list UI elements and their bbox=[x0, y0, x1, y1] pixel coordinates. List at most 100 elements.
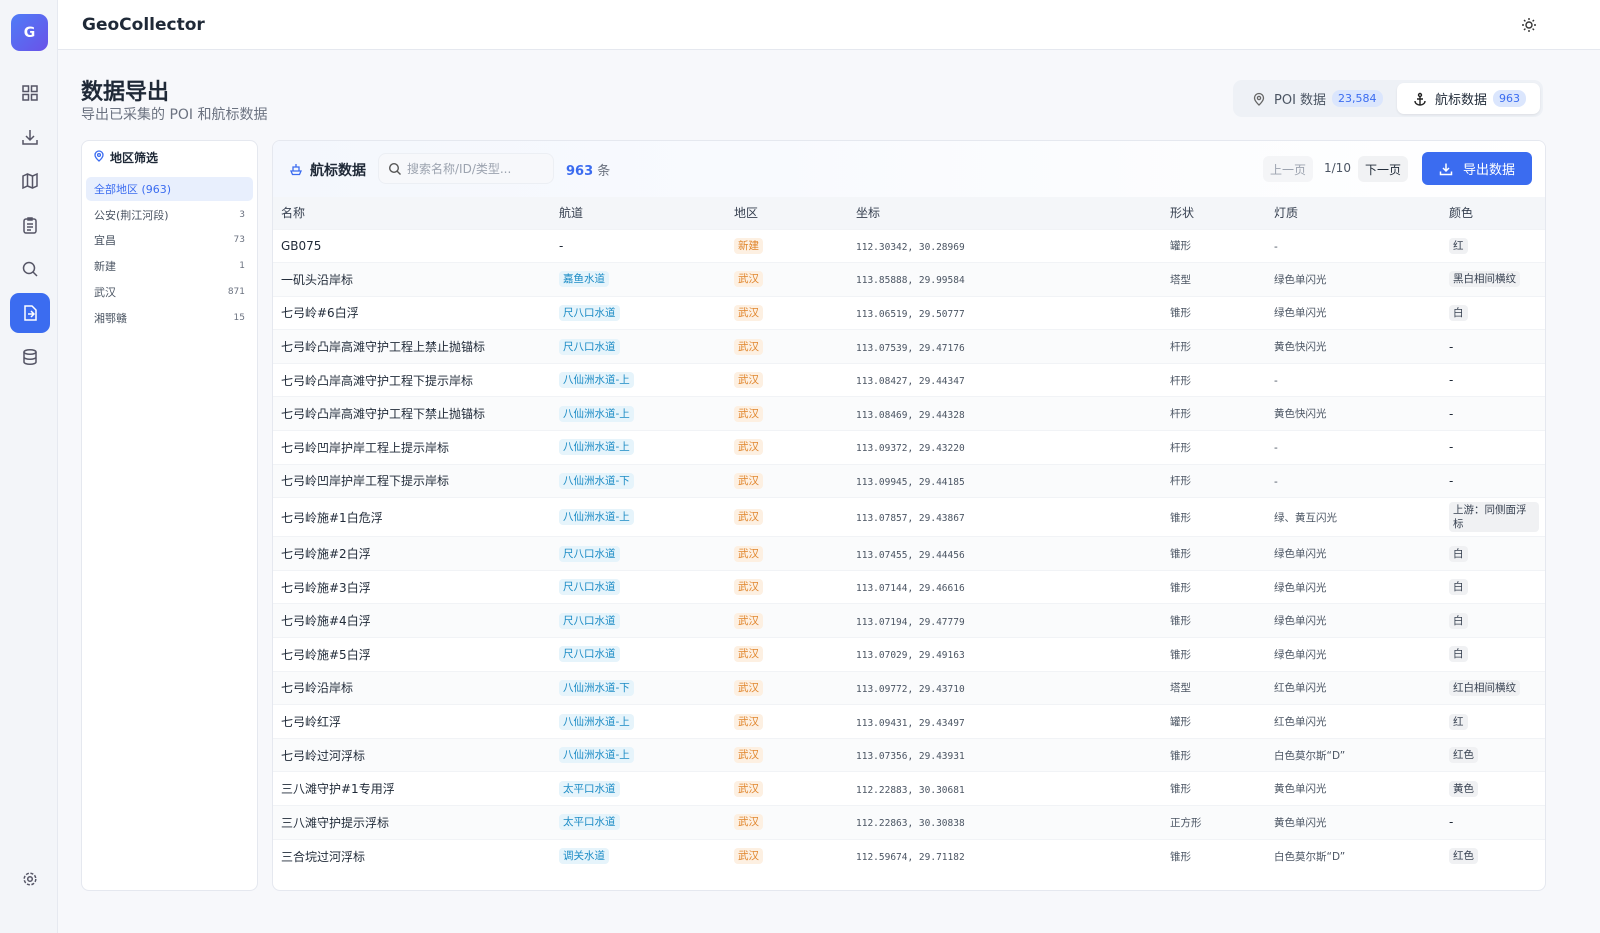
nav-settings[interactable] bbox=[10, 859, 50, 899]
shape: 锥形 bbox=[1170, 749, 1191, 762]
export-button[interactable]: 导出数据 bbox=[1422, 152, 1532, 185]
filter-item[interactable]: 全部地区 (963) bbox=[86, 177, 253, 201]
table-row[interactable]: 七弓岭过河浮标 八仙洲水道-上 武汉 113.07356, 29.43931 锥形 白色莫… bbox=[273, 737, 1545, 772]
filter-item[interactable]: 宜昌 73 bbox=[86, 228, 253, 252]
table-row[interactable]: 七弓岭施#3白浮 尺八口水道 武汉 113.07144, 29.46616 锥形 绿色单闪… bbox=[273, 569, 1545, 604]
light: 白色莫尔斯“D” bbox=[1274, 749, 1346, 762]
table-row[interactable]: 三八滩守护#1专用浮 太平口水道 武汉 112.22883, 30.30681 锥形 黄色… bbox=[273, 771, 1545, 806]
app-name: GeoCollector bbox=[82, 15, 205, 35]
table-cell: 七弓岭凸岸高滩守护工程上禁止抛锚标 bbox=[273, 329, 551, 364]
nav-database[interactable] bbox=[10, 337, 50, 377]
table-cell: 113.85888, 29.99584 bbox=[848, 262, 1162, 297]
table-cell: 尺八口水道 bbox=[551, 536, 726, 571]
table-row[interactable]: 一矶头沿岸标 嘉鱼水道 武汉 113.85888, 29.99584 塔型 绿色单闪光 黑白… bbox=[273, 262, 1545, 297]
nav-tasks[interactable] bbox=[10, 205, 50, 245]
table-row[interactable]: 七弓岭凸岸高滩守护工程下禁止抛锚标 八仙洲水道-上 武汉 113.08469, 29.… bbox=[273, 396, 1545, 431]
table-row[interactable]: 七弓岭凹岸护岸工程下提示岸标 八仙洲水道-下 武汉 113.09945, 29.441… bbox=[273, 463, 1545, 498]
filter-label: 湘鄂赣 bbox=[94, 311, 127, 325]
channel: 尺八口水道 bbox=[559, 545, 620, 562]
table-cell: 113.08427, 29.44347 bbox=[848, 362, 1162, 397]
table-cell: 武汉 bbox=[726, 329, 848, 364]
channel: 太平口水道 bbox=[559, 814, 620, 831]
coordinates: 113.09945, 29.44185 bbox=[856, 476, 965, 488]
table-row[interactable]: 七弓岭红浮 八仙洲水道-上 武汉 113.09431, 29.43497 罐形 红色单闪光… bbox=[273, 704, 1545, 739]
tab-beacon[interactable]: 航标数据 963 bbox=[1397, 83, 1540, 114]
table-cell: 八仙洲水道-上 bbox=[551, 497, 726, 537]
filter-item[interactable]: 湘鄂赣 15 bbox=[86, 306, 253, 330]
nav-import[interactable] bbox=[10, 117, 50, 157]
table-cell: 塔型 bbox=[1162, 262, 1266, 297]
filter-item[interactable]: 新建 1 bbox=[86, 254, 253, 278]
table-cell: 八仙洲水道-上 bbox=[551, 430, 726, 465]
table-row[interactable]: GB075 - 新建 112.30342, 30.28969 罐形 - 红 bbox=[273, 228, 1545, 263]
table-cell: 八仙洲水道-上 bbox=[551, 362, 726, 397]
filter-count: 3 bbox=[239, 209, 245, 220]
coordinates: 113.07356, 29.43931 bbox=[856, 751, 965, 763]
table-cell: 锥形 bbox=[1162, 295, 1266, 330]
icon bbox=[388, 162, 401, 175]
table-body: GB075- 新建 112.30342, 30.28969 罐形 - 红一矶头沿岸标 嘉鱼水… bbox=[273, 228, 1545, 873]
table-cell: 黄色单闪光 bbox=[1266, 771, 1441, 806]
name: 七弓岭凹岸护岸工程上提示岸标 bbox=[281, 440, 450, 455]
channel: 八仙洲水道-上 bbox=[559, 713, 634, 730]
filter-item[interactable]: 公安(荆江河段) 3 bbox=[86, 203, 253, 227]
region: 新建 bbox=[734, 237, 763, 254]
region: 武汉 bbox=[734, 338, 763, 355]
table-row[interactable]: 七弓岭沿岸标 八仙洲水道-下 武汉 113.09772, 29.43710 塔型 红色单闪… bbox=[273, 670, 1545, 705]
table-row[interactable]: 七弓岭凸岸高滩守护工程上禁止抛锚标 尺八口水道 武汉 113.07539, 29.47… bbox=[273, 329, 1545, 364]
theme-toggle[interactable] bbox=[1521, 17, 1537, 33]
table-cell: 白 bbox=[1441, 569, 1545, 604]
table-cell: 锥形 bbox=[1162, 771, 1266, 806]
logo[interactable]: G bbox=[11, 14, 48, 51]
table-cell: - bbox=[551, 228, 726, 263]
coordinates: 112.59674, 29.71182 bbox=[856, 852, 965, 864]
table-row[interactable]: 七弓岭施#1白危浮 八仙洲水道-上 武汉 113.07857, 29.43867 锥形 绿… bbox=[273, 497, 1545, 537]
nav-export[interactable] bbox=[10, 293, 50, 333]
nav-map[interactable] bbox=[10, 161, 50, 201]
table-cell: - bbox=[1441, 362, 1545, 397]
table-row[interactable]: 七弓岭#6白浮 尺八口水道 武汉 113.06519, 29.50777 锥形 绿色单闪光… bbox=[273, 295, 1545, 330]
table-row[interactable]: 七弓岭施#4白浮 尺八口水道 武汉 113.07194, 29.47779 锥形 绿色单闪… bbox=[273, 603, 1545, 638]
coordinates: 113.06519, 29.50777 bbox=[856, 308, 965, 320]
table-cell: 太平口水道 bbox=[551, 771, 726, 806]
table-cell: 武汉 bbox=[726, 295, 848, 330]
table-cell: 113.07144, 29.46616 bbox=[848, 569, 1162, 604]
table-row[interactable]: 三合垸过河浮标 调关水道 武汉 112.59674, 29.71182 锥形 白色莫尔斯“… bbox=[273, 838, 1545, 873]
channel: - bbox=[559, 238, 564, 253]
table-row[interactable]: 七弓岭凹岸护岸工程上提示岸标 八仙洲水道-上 武汉 113.09372, 29.432… bbox=[273, 430, 1545, 465]
filter-item[interactable]: 武汉 871 bbox=[86, 280, 253, 304]
icon bbox=[23, 348, 37, 366]
shape: 锥形 bbox=[1170, 648, 1191, 661]
name: 七弓岭凸岸高滩守护工程上禁止抛锚标 bbox=[281, 340, 486, 355]
shape: 锥形 bbox=[1170, 548, 1191, 561]
search-input[interactable]: 搜索名称/ID/类型... bbox=[378, 153, 554, 184]
table-cell: - bbox=[1441, 463, 1545, 498]
table-cell: 八仙洲水道-下 bbox=[551, 670, 726, 705]
nav-search[interactable] bbox=[10, 249, 50, 289]
name: 七弓岭凹岸护岸工程下提示岸标 bbox=[281, 474, 450, 489]
region: 武汉 bbox=[734, 405, 763, 422]
filter-panel bbox=[81, 140, 258, 891]
table-cell: 白色莫尔斯“D” bbox=[1266, 838, 1441, 873]
next-button[interactable]: 下一页 bbox=[1358, 156, 1408, 182]
coordinates: 113.07029, 29.49163 bbox=[856, 650, 965, 662]
name: 三合垸过河浮标 bbox=[281, 849, 366, 864]
table-row[interactable]: 七弓岭凸岸高滩守护工程下提示岸标 八仙洲水道-上 武汉 113.08427, 29.4… bbox=[273, 362, 1545, 397]
table-row[interactable]: 七弓岭施#2白浮 尺八口水道 武汉 113.07455, 29.44456 锥形 绿色单闪… bbox=[273, 536, 1545, 571]
table-cell: 八仙洲水道-上 bbox=[551, 396, 726, 431]
table-row[interactable]: 七弓岭施#5白浮 尺八口水道 武汉 113.07029, 29.49163 锥形 绿色单闪… bbox=[273, 637, 1545, 672]
table-cell: 武汉 bbox=[726, 737, 848, 772]
shape: 锥形 bbox=[1170, 307, 1191, 320]
table-row[interactable]: 三八滩守护提示浮标 太平口水道 武汉 112.22863, 30.30838 正方形 黄色… bbox=[273, 805, 1545, 840]
table-cell: 罐形 bbox=[1162, 228, 1266, 263]
tab-poi[interactable]: POI 数据 23,584 bbox=[1236, 83, 1393, 114]
table-cell: 七弓岭施#1白危浮 bbox=[273, 497, 551, 537]
table-cell: 武汉 bbox=[726, 670, 848, 705]
table-cell: 七弓岭施#3白浮 bbox=[273, 569, 551, 604]
nav-dashboard[interactable] bbox=[10, 73, 50, 113]
table-cell: 武汉 bbox=[726, 362, 848, 397]
table-cell: 武汉 bbox=[726, 262, 848, 297]
prev-button[interactable]: 上一页 bbox=[1263, 156, 1313, 182]
table-cell: 武汉 bbox=[726, 497, 848, 537]
